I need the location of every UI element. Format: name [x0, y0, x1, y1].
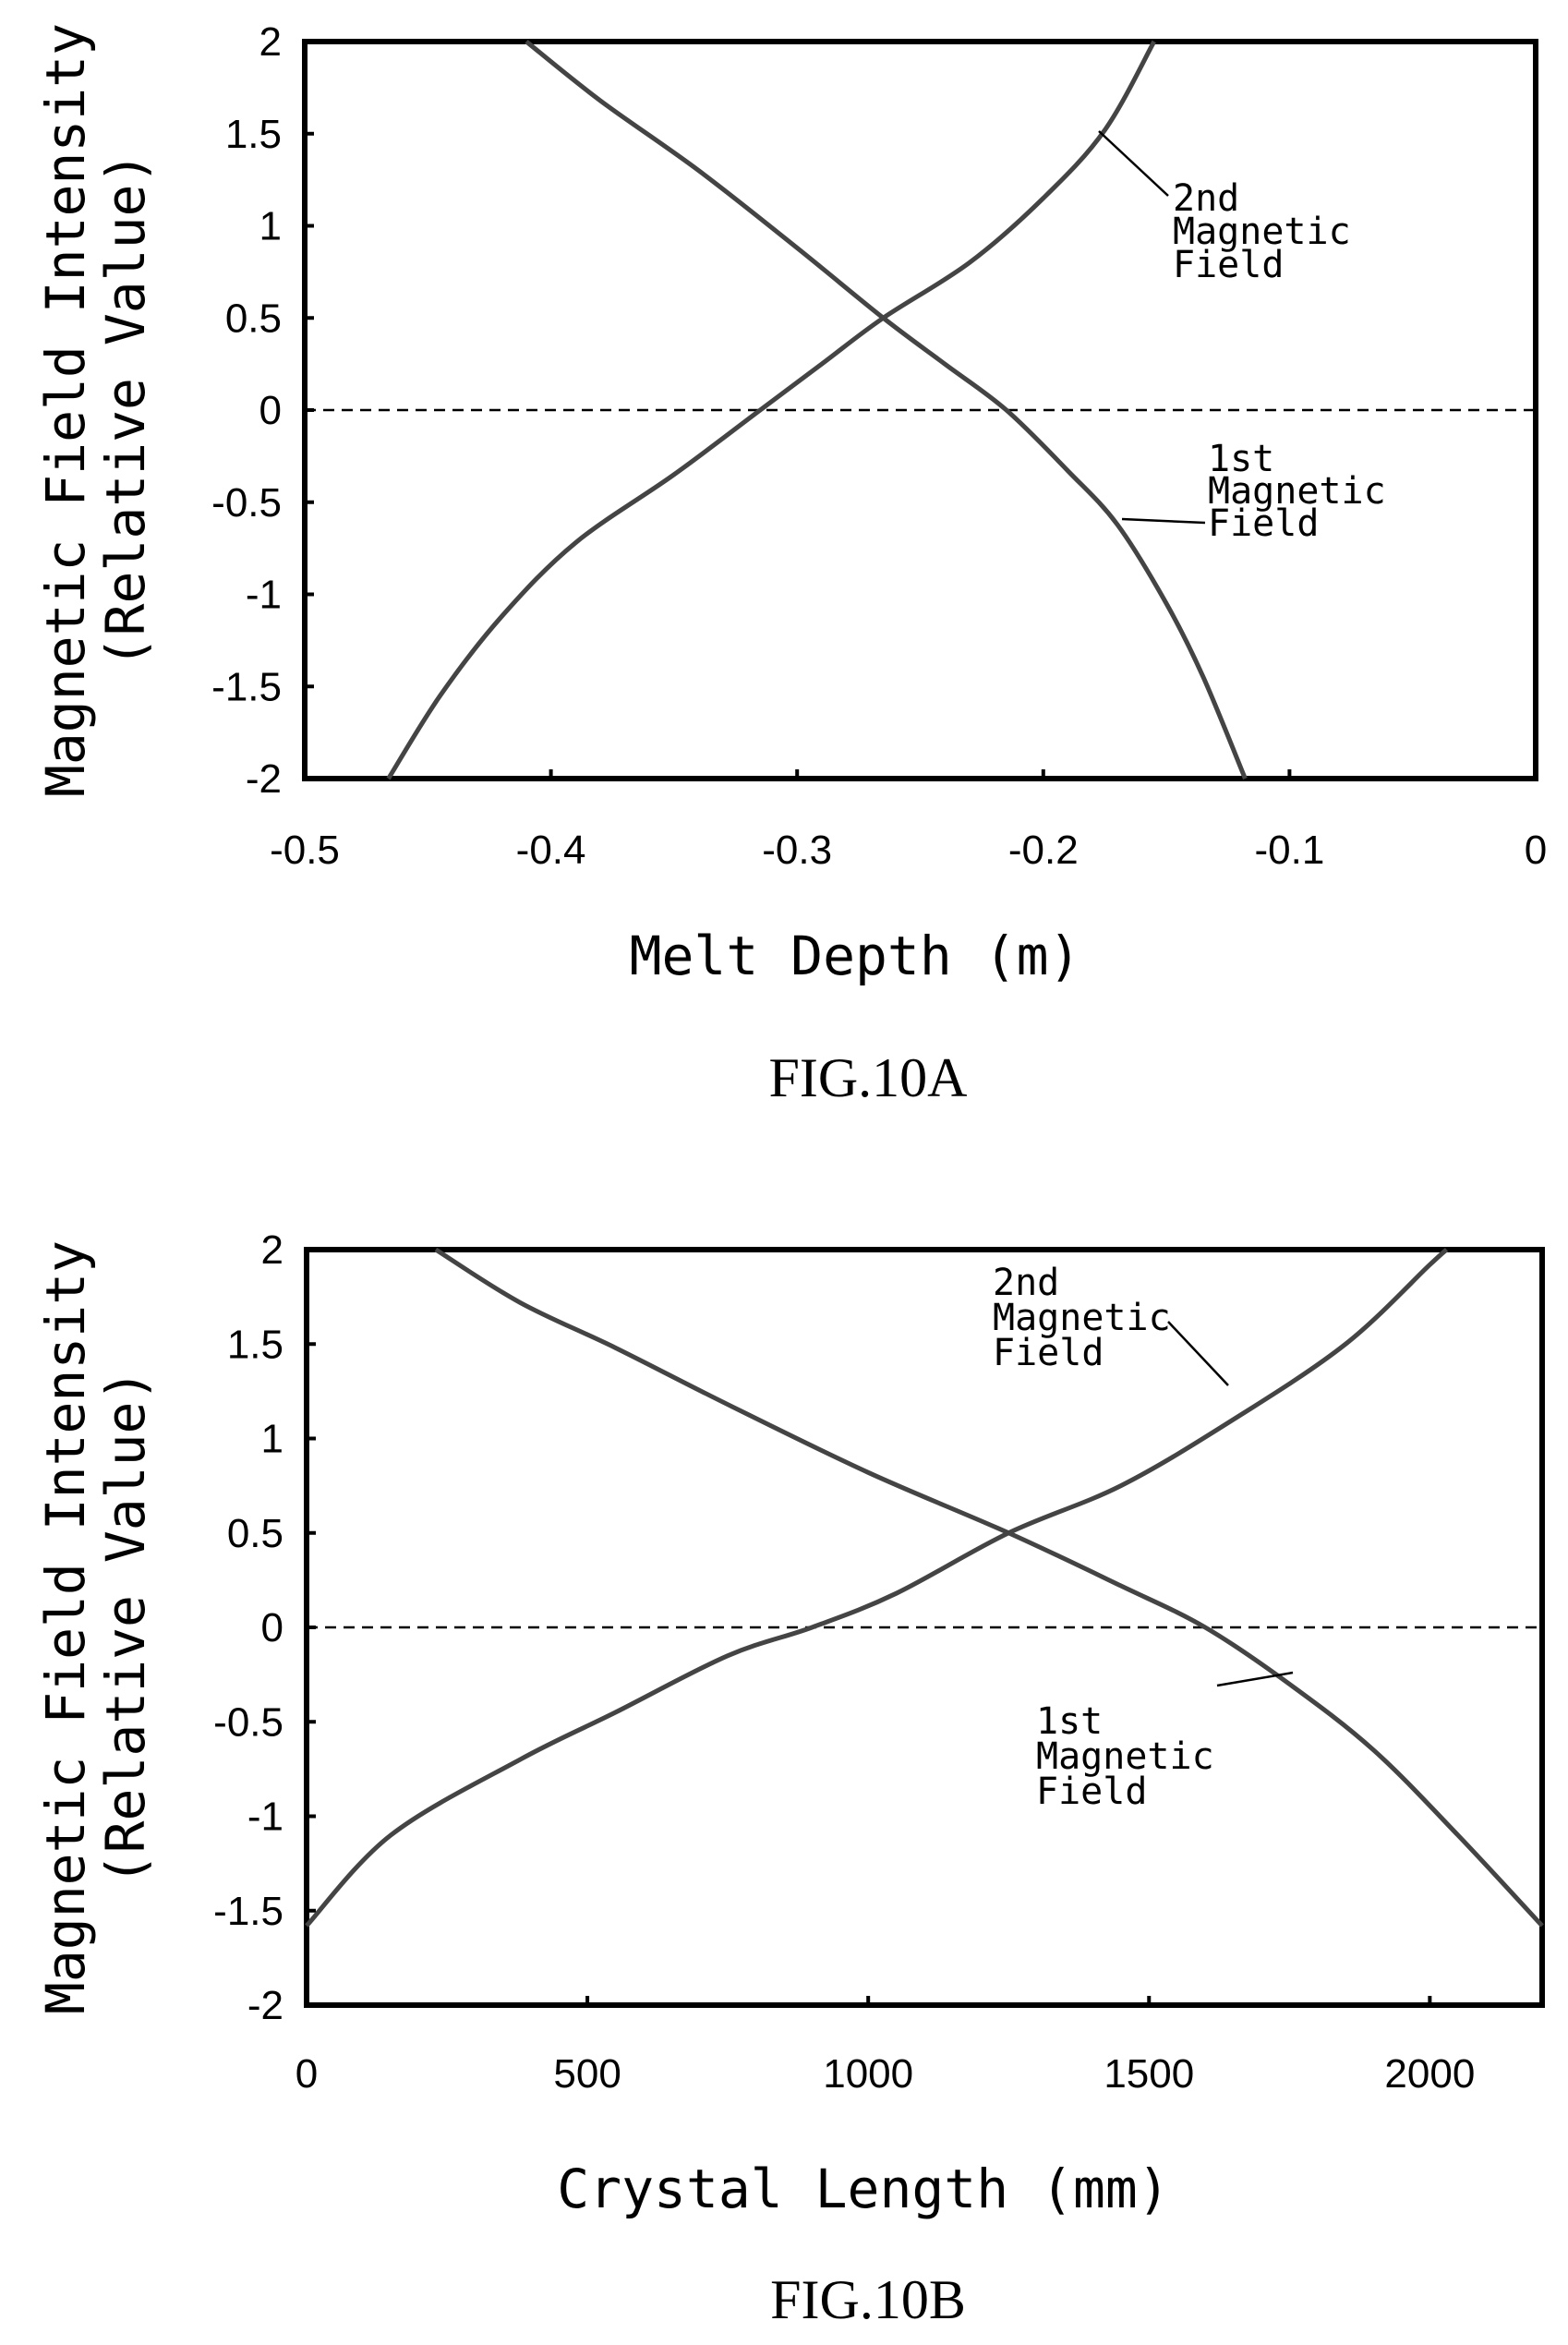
- y-tick-label: 1: [261, 1417, 283, 1462]
- y-tick-label: -0.5: [211, 480, 282, 526]
- x-tick-label: -0.4: [516, 828, 586, 873]
- y-axis-title-line2: (Relative Value): [94, 152, 157, 669]
- series-label-1st-line3: Field: [1208, 502, 1319, 545]
- x-tick-label: 500: [553, 2051, 621, 2097]
- leader-line-1st: [1121, 517, 1206, 525]
- series-label-2nd-line3: Field: [993, 1332, 1104, 1374]
- x-tick-label: -0.2: [1008, 828, 1079, 873]
- y-tick-label: 0.5: [227, 1511, 283, 1556]
- y-axis-title-line1: Magnetic Field Intensity: [34, 23, 97, 797]
- y-tick-label: -0.5: [213, 1699, 283, 1745]
- leader-line-2nd: [1098, 130, 1169, 197]
- figure-10a-chart: Magnetic Field Intensity (Relative Value…: [34, 19, 1547, 1108]
- x-tick-label: 0: [296, 2051, 318, 2097]
- y-tick-label: -1: [247, 1795, 283, 1840]
- series-label-2nd-line1: 2nd: [993, 1262, 1059, 1304]
- series-line-1st-magnetic-field: [525, 40, 1248, 780]
- x-tick-label: -0.5: [270, 828, 340, 873]
- figure-10b: Magnetic Field Intensity (Relative Value…: [0, 1173, 1568, 2345]
- y-tick-label: -2: [246, 756, 282, 802]
- y-axis-title-line1: Magnetic Field Intensity: [34, 1240, 97, 2014]
- series-line-2nd-magnetic-field: [305, 1248, 1449, 1928]
- x-tick-label: 1000: [823, 2051, 913, 2097]
- x-tick-label: 2000: [1384, 2051, 1475, 2097]
- x-axis-title: Crystal Length (mm): [557, 2158, 1169, 2220]
- y-tick-label: 1.5: [225, 112, 282, 157]
- series-label-1st-line1: 1st: [1036, 1700, 1103, 1743]
- y-tick-label: 1: [259, 204, 282, 249]
- figure-10a: Magnetic Field Intensity (Relative Value…: [34, 19, 1547, 1108]
- series-label-2nd-line2: Magnetic: [993, 1297, 1171, 1339]
- series-label-2nd-line2: Magnetic: [1173, 211, 1351, 253]
- y-tick-label: 2: [259, 19, 282, 65]
- leader-line-2nd: [1167, 1321, 1229, 1386]
- series-label-1st-line1: 1st: [1208, 438, 1274, 480]
- y-tick-label: 1.5: [227, 1322, 283, 1367]
- y-tick-label: -1.5: [213, 1889, 283, 1934]
- y-axis-title-line2: (Relative Value): [94, 1370, 157, 1886]
- series-label-1st-line2: Magnetic: [1208, 470, 1386, 513]
- series-label-2nd-line1: 2nd: [1173, 177, 1239, 220]
- x-axis-title: Melt Depth (m): [630, 925, 1081, 987]
- figure-caption: FIG.10A: [768, 1047, 967, 1108]
- y-tick-label: 0: [261, 1605, 283, 1650]
- y-tick-label: -2: [247, 1983, 283, 2028]
- y-tick-label: -1.5: [211, 664, 282, 709]
- figure-caption: FIG.10B: [770, 2269, 966, 2330]
- series-line-1st-magnetic-field: [434, 1247, 1544, 1928]
- x-tick-label: 1500: [1104, 2051, 1194, 2097]
- series-label-1st-line2: Magnetic: [1036, 1735, 1214, 1778]
- y-axis-title: Magnetic Field Intensity (Relative Value…: [34, 1240, 157, 2014]
- x-tick-label: -0.3: [762, 828, 832, 873]
- series-label-2nd-line3: Field: [1173, 244, 1284, 286]
- series-line-2nd-magnetic-field: [386, 40, 1156, 780]
- series-label-1st-line3: Field: [1036, 1771, 1147, 1813]
- leader-line-1st: [1216, 1671, 1294, 1687]
- y-tick-label: 0.5: [225, 296, 282, 341]
- y-tick-label: 2: [261, 1227, 283, 1273]
- y-tick-label: 0: [259, 388, 282, 433]
- y-tick-label: -1: [246, 573, 282, 618]
- y-axis-title: Magnetic Field Intensity (Relative Value…: [34, 23, 157, 797]
- x-tick-label: -0.1: [1254, 828, 1324, 873]
- figure-10b-chart: Magnetic Field Intensity (Relative Value…: [34, 1227, 1545, 2330]
- x-tick-label: 0: [1525, 828, 1547, 873]
